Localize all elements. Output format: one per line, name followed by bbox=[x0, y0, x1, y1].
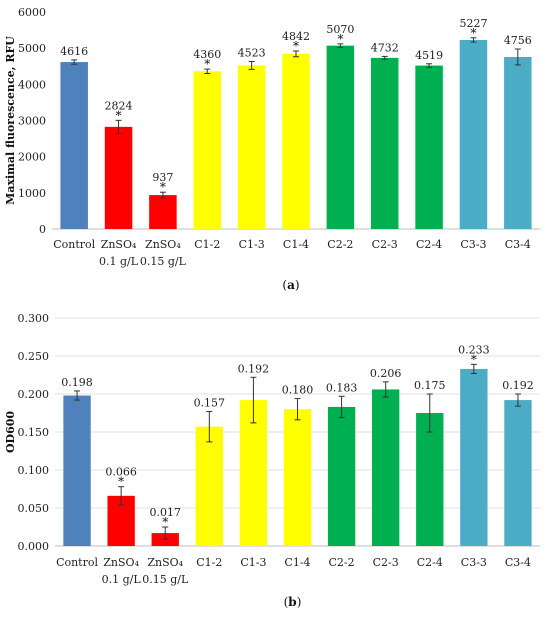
x-tick-label: C2-4 bbox=[417, 556, 443, 569]
bar bbox=[60, 62, 88, 229]
y-tick-label: 2000 bbox=[18, 151, 46, 164]
y-axis-title: Maximal fluorescence, RFU bbox=[4, 36, 17, 205]
bar bbox=[460, 368, 488, 546]
data-label: 0.175 bbox=[414, 379, 446, 392]
y-tick-label: 0 bbox=[39, 223, 46, 236]
data-label: 4360 bbox=[193, 48, 221, 61]
y-tick-label: 0.150 bbox=[18, 426, 50, 439]
bar bbox=[459, 39, 488, 229]
x-tick-label: C1-2 bbox=[196, 556, 222, 569]
significance-marker: * bbox=[118, 475, 124, 489]
y-tick-label: 3000 bbox=[18, 115, 46, 128]
bar bbox=[193, 71, 222, 230]
x-tick-label: C2-2 bbox=[329, 556, 355, 569]
chart-panel-b: 0.000 0.050 0.100 0.150 0.200 0.250 0.300 OD600… bbox=[4, 312, 540, 609]
x-tick-label: C2-3 bbox=[373, 556, 399, 569]
significance-marker: * bbox=[204, 57, 210, 71]
data-label: 2824 bbox=[105, 99, 133, 112]
bar bbox=[237, 65, 266, 229]
x-tick-label: C1-3 bbox=[240, 556, 266, 569]
data-label: 0.206 bbox=[370, 367, 402, 380]
y-tick-label: 1000 bbox=[18, 187, 46, 200]
panel-label: (a) bbox=[282, 278, 299, 292]
y-tick-label: 0.300 bbox=[18, 312, 50, 325]
x-tick-label: C3-3 bbox=[460, 238, 486, 251]
x-tick-label-line2: 0.1 g/L bbox=[99, 255, 139, 268]
panel-label: (b) bbox=[284, 595, 302, 609]
x-tick-label-line2: 0.1 g/L bbox=[102, 573, 142, 586]
y-tick-label: 0.200 bbox=[18, 388, 50, 401]
y-tick-label: 0.100 bbox=[18, 464, 50, 477]
data-label: 0.233 bbox=[458, 343, 490, 356]
x-tick-label: C2-3 bbox=[372, 238, 398, 251]
data-label: 0.180 bbox=[282, 384, 314, 397]
data-label: 0.157 bbox=[194, 396, 226, 409]
bar bbox=[504, 400, 532, 546]
bar bbox=[282, 53, 310, 230]
data-label: 4732 bbox=[371, 41, 399, 54]
y-tick-label: 0.050 bbox=[18, 502, 50, 515]
bar bbox=[416, 413, 444, 546]
significance-marker: * bbox=[471, 352, 477, 366]
bar bbox=[370, 57, 399, 230]
bar bbox=[239, 400, 268, 546]
data-label: 4519 bbox=[415, 49, 443, 62]
significance-marker: * bbox=[162, 515, 168, 529]
x-tick-label: C1-4 bbox=[283, 238, 309, 251]
x-tick-label: ZnSO₄ bbox=[145, 238, 181, 251]
x-tick-label: Control bbox=[53, 238, 95, 251]
bar bbox=[149, 195, 177, 229]
x-tick-label-line2: 0.15 g/L bbox=[140, 255, 187, 268]
y-tick-label: 0.000 bbox=[18, 540, 50, 553]
data-label: 0.192 bbox=[238, 362, 270, 375]
bar bbox=[372, 389, 400, 546]
y-tick-label: 6000 bbox=[18, 6, 46, 19]
x-tick-label: ZnSO₄ bbox=[147, 556, 183, 569]
data-label: 0.198 bbox=[61, 376, 93, 389]
data-label: 937 bbox=[152, 171, 173, 184]
data-label: 4842 bbox=[282, 30, 310, 43]
x-tick-label: ZnSO₄ bbox=[101, 238, 137, 251]
significance-marker: * bbox=[160, 180, 166, 194]
x-tick-label-line2: 0.15 g/L bbox=[142, 573, 189, 586]
data-label: 0.066 bbox=[105, 466, 137, 479]
x-tick-label: Control bbox=[56, 556, 98, 569]
bar bbox=[63, 395, 91, 546]
bar bbox=[195, 426, 223, 546]
significance-marker: * bbox=[293, 39, 299, 53]
x-tick-label: C1-4 bbox=[284, 556, 310, 569]
data-label: 4616 bbox=[60, 45, 88, 58]
y-tick-label: 5000 bbox=[18, 42, 46, 55]
data-label: 4756 bbox=[504, 34, 532, 47]
x-tick-label: C3-4 bbox=[505, 238, 531, 251]
x-tick-label: C2-4 bbox=[416, 238, 442, 251]
x-tick-label: C1-3 bbox=[239, 238, 265, 251]
significance-marker: * bbox=[470, 26, 476, 40]
bar bbox=[326, 45, 355, 230]
data-label: 0.192 bbox=[502, 379, 534, 392]
chart-panel-a: 0 1000 2000 3000 4000 5000 6000 Maximal fluores… bbox=[4, 6, 540, 292]
data-label: 5227 bbox=[459, 17, 487, 30]
bar bbox=[327, 406, 356, 546]
data-label: 0.017 bbox=[149, 506, 181, 519]
x-tick-label: C3-4 bbox=[505, 556, 531, 569]
data-label: 5070 bbox=[326, 23, 354, 36]
bar bbox=[283, 409, 312, 546]
x-tick-label: ZnSO₄ bbox=[103, 556, 139, 569]
significance-marker: * bbox=[337, 32, 343, 46]
data-label: 0.183 bbox=[326, 381, 358, 394]
y-tick-label: 4000 bbox=[18, 78, 46, 91]
significance-marker: * bbox=[116, 108, 122, 122]
y-tick-label: 0.250 bbox=[18, 350, 50, 363]
bar bbox=[104, 126, 133, 229]
x-tick-label: C1-2 bbox=[194, 238, 220, 251]
data-label: 4523 bbox=[238, 46, 266, 59]
bar bbox=[504, 56, 532, 229]
bar bbox=[415, 65, 443, 229]
y-axis-title: OD600 bbox=[4, 411, 17, 453]
x-tick-label: C3-3 bbox=[461, 556, 487, 569]
x-tick-label: C2-2 bbox=[327, 238, 353, 251]
